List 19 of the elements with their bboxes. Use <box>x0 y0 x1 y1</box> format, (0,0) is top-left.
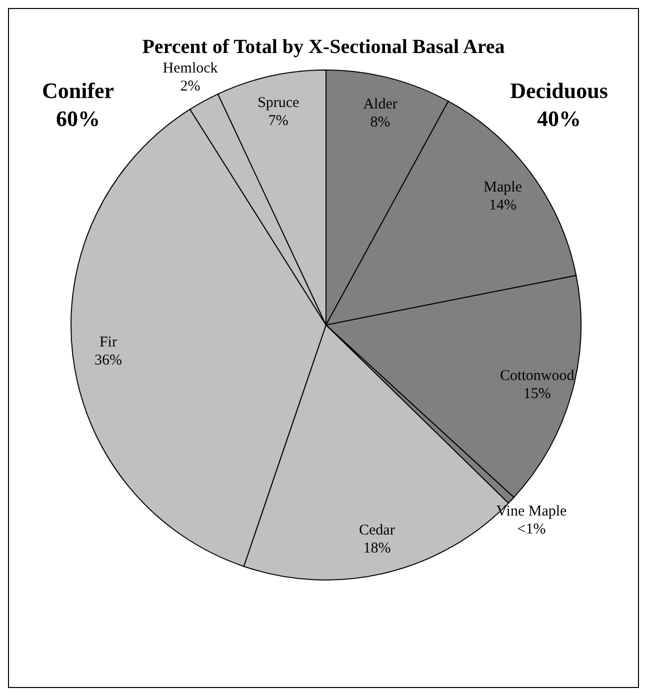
slice-label: Maple <box>484 179 522 196</box>
chart-title: Percent of Total by X-Sectional Basal Area <box>142 36 505 58</box>
slice-label: Cedar <box>359 522 395 538</box>
slice-label: Hemlock <box>162 60 218 77</box>
slice-label: Cottonwood <box>500 368 575 384</box>
data-label: 14% <box>489 197 517 214</box>
slice-label: Vine Maple <box>496 504 568 520</box>
text: Deciduous 40% <box>510 78 608 131</box>
data-label: 18% <box>363 540 391 556</box>
data-label: 2% <box>180 78 200 95</box>
data-label: 8% <box>370 114 390 131</box>
data-label: 15% <box>523 386 551 402</box>
data-label: <1% <box>517 522 546 538</box>
slice-label: Fir <box>99 334 117 351</box>
text: Conifer 60% <box>42 78 114 131</box>
slice-label: Alder <box>363 96 398 113</box>
data-label: 7% <box>268 112 288 129</box>
data-label: 36% <box>94 352 122 369</box>
slice-label: Spruce <box>258 94 300 111</box>
